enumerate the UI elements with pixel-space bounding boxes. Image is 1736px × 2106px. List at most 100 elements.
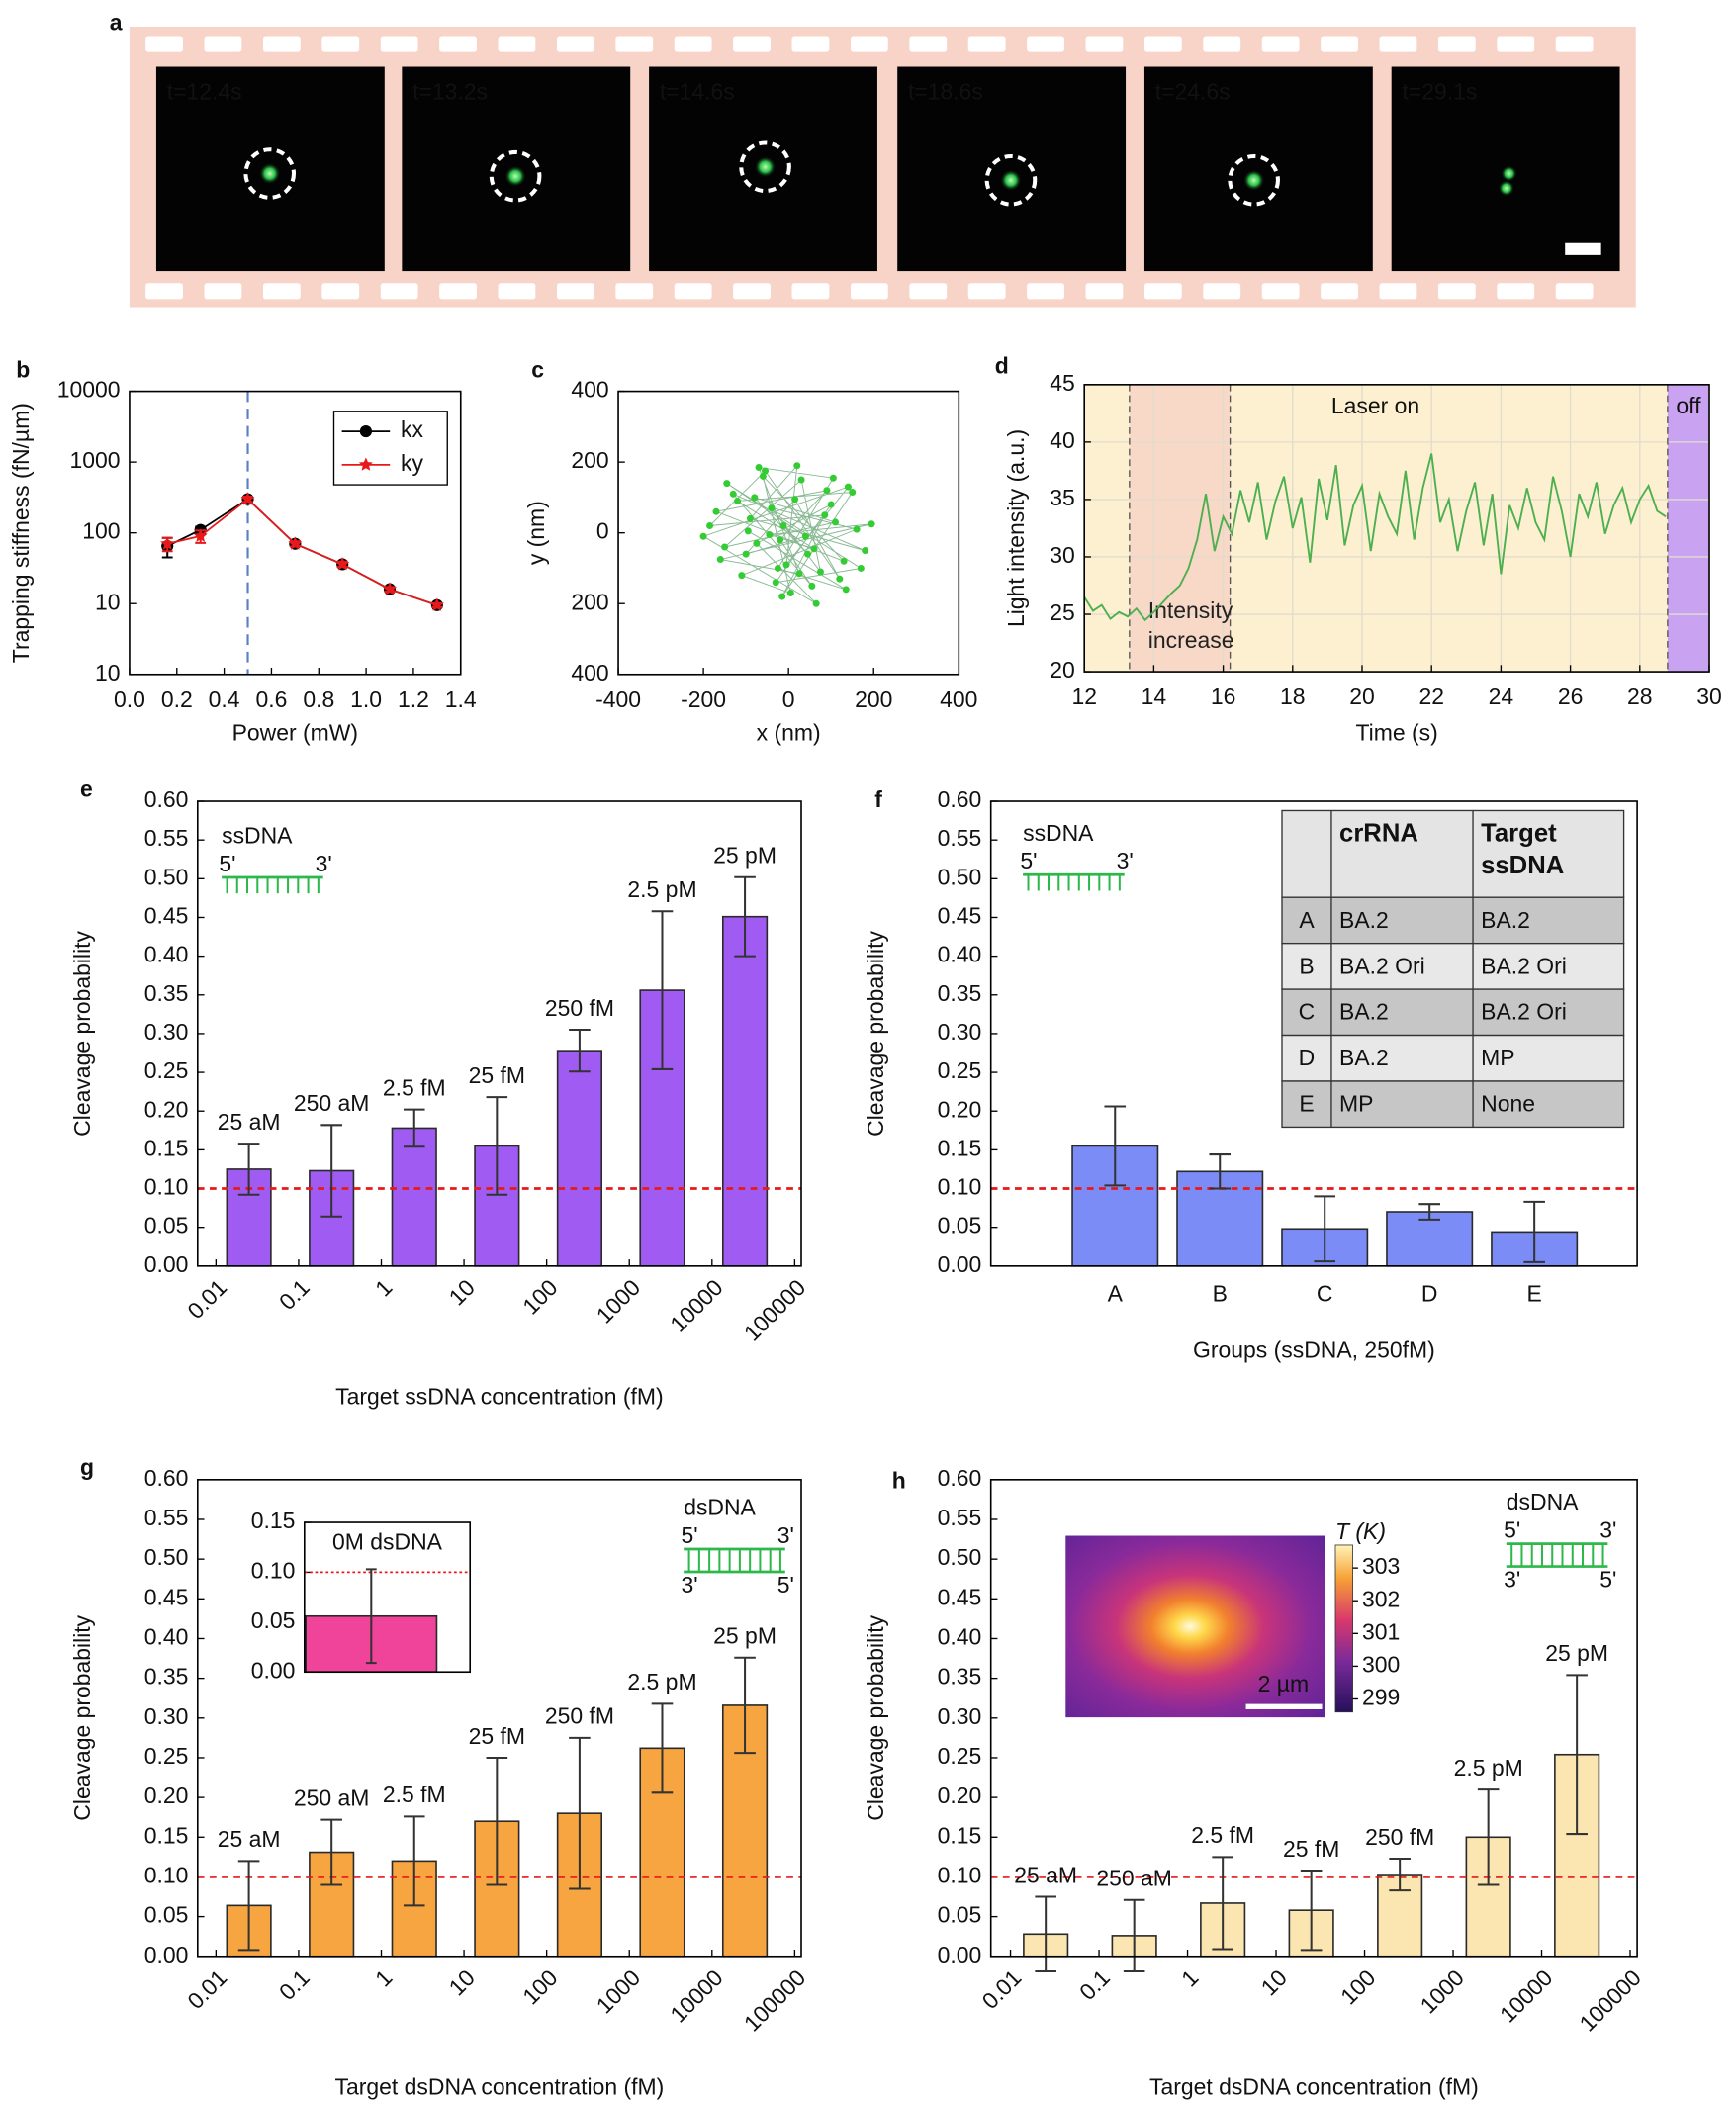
x-tick-label: -200	[681, 687, 726, 712]
y-axis-title: Cleavage probability	[863, 1614, 888, 1820]
sprocket-hole	[204, 283, 242, 300]
strand-end: 3'	[1504, 1566, 1520, 1592]
colorbar-tick-label: 303	[1362, 1553, 1400, 1579]
bar-annotation: 2.5 fM	[383, 1074, 446, 1100]
temperature-map	[1065, 1535, 1325, 1718]
x-tick-label: 10000	[665, 1965, 727, 2027]
x-axis-title: Power (mW)	[232, 720, 358, 746]
error-bar	[1209, 1153, 1232, 1190]
panel-letter: g	[80, 1454, 94, 1480]
y-tick-label: 0.00	[144, 1942, 189, 1968]
table-cell: None	[1481, 1091, 1535, 1117]
y-tick-label: 200	[571, 447, 608, 473]
y-tick-label: 0.30	[144, 1019, 189, 1045]
trap-marker	[1228, 153, 1280, 207]
y-tick-label: 0.30	[938, 1019, 982, 1045]
sprocket-hole	[1085, 36, 1124, 52]
point	[734, 497, 742, 504]
point	[429, 597, 444, 611]
point	[160, 536, 175, 550]
y-tick-label: 0.25	[144, 1057, 189, 1083]
error-bar	[734, 875, 756, 958]
panel-letter: f	[874, 786, 882, 812]
bar-annotation: 2.5 fM	[383, 1782, 446, 1807]
x-axis-title: Target dsDNA concentration (fM)	[1149, 2073, 1479, 2099]
y-tick-label: 0.15	[251, 1508, 296, 1533]
y-tick-label: 0.55	[144, 825, 189, 851]
y-tick-label: 0.45	[938, 903, 982, 929]
sprocket-hole	[498, 36, 536, 52]
x-axis-title: x (nm)	[757, 720, 821, 746]
y-tick-label: 1000	[69, 447, 120, 473]
y-axis-title: y (nm)	[523, 501, 549, 565]
sprocket-hole	[733, 36, 771, 52]
sprocket-hole	[615, 283, 654, 300]
error-bar	[1035, 1895, 1056, 1973]
sprocket-hole	[556, 283, 594, 300]
x-tick-label: 1000	[592, 1965, 645, 2018]
frame-time: t=14.6s	[660, 79, 735, 105]
point	[729, 490, 737, 498]
point	[810, 545, 818, 553]
plot-frame	[196, 800, 802, 1267]
x-tick-label: 1000	[592, 1274, 645, 1328]
y-tick-label: 0.35	[144, 1664, 189, 1690]
y-tick-label: 0.55	[144, 1505, 189, 1530]
table-row	[1281, 896, 1625, 945]
y-tick-label: 40	[1050, 427, 1075, 453]
y-tick-label: 0.45	[144, 903, 189, 929]
x-tick-label: 28	[1627, 684, 1653, 709]
point	[723, 480, 731, 488]
region	[1129, 384, 1231, 673]
table-row	[1281, 988, 1625, 1037]
strand-end: 3'	[1599, 1517, 1616, 1543]
table-cell: C	[1299, 999, 1316, 1025]
sprocket-hole	[1261, 36, 1300, 52]
bar-annotation: 25 fM	[469, 1062, 525, 1088]
point	[759, 472, 767, 480]
x-tick-label: 12	[1071, 684, 1097, 709]
point	[766, 530, 774, 538]
legend-marker	[359, 425, 372, 438]
x-tick-label: 26	[1558, 684, 1584, 709]
table-cell: BA.2	[1339, 907, 1389, 933]
trap-marker	[489, 149, 542, 203]
trajectory	[702, 464, 872, 604]
table-cell: BA.2 Ori	[1339, 953, 1425, 978]
error-bar	[1300, 1870, 1323, 1952]
colorbar	[1334, 1544, 1353, 1713]
error-bar	[1389, 1857, 1411, 1892]
point	[829, 474, 837, 482]
x-tick-label: 30	[1696, 684, 1722, 709]
point	[716, 555, 724, 564]
colorbar-title: T (K)	[1335, 1518, 1386, 1544]
frame-time: t=13.2s	[412, 79, 488, 105]
y-tick-label: 0.30	[938, 1703, 982, 1729]
y-tick-label: 10	[95, 589, 121, 614]
bar-annotation: 250 fM	[545, 995, 614, 1021]
y-tick-label: 0.15	[938, 1822, 982, 1848]
point	[791, 496, 799, 504]
sprocket-hole	[1555, 283, 1594, 300]
y-tick-label: 0.55	[938, 825, 982, 851]
y-tick-label: 0.05	[144, 1213, 189, 1238]
sprocket-hole	[1497, 36, 1535, 52]
y-tick-label: 0.20	[144, 1783, 189, 1808]
sprocket-hole	[733, 283, 771, 300]
x-tick-label: -400	[595, 687, 641, 712]
sprocket-hole	[850, 283, 888, 300]
y-tick-label: 0.10	[144, 1863, 189, 1888]
strand-end: 5'	[681, 1522, 697, 1548]
bar-annotation: 25 fM	[469, 1723, 525, 1749]
x-tick-label: 0.1	[274, 1965, 315, 2005]
y-tick-label: 0.05	[938, 1213, 982, 1238]
y-tick-label: 0.40	[938, 1624, 982, 1650]
bar-annotation: 250 fM	[1365, 1824, 1434, 1850]
table-cell: MP	[1481, 1045, 1514, 1070]
particle	[504, 165, 526, 188]
x-axis-title: Target dsDNA concentration (fM)	[335, 2073, 665, 2099]
error-bar	[569, 1736, 591, 1890]
y-axis-title: Light intensity (a.u.)	[1003, 429, 1029, 627]
